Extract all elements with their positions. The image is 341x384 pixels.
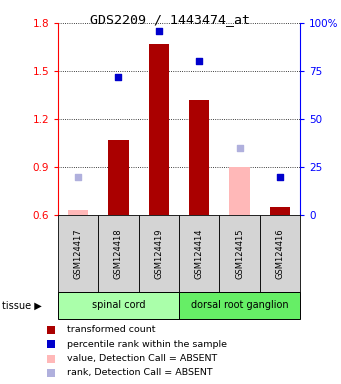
Point	[75, 174, 81, 180]
Text: tissue ▶: tissue ▶	[2, 300, 42, 310]
Text: GSM124416: GSM124416	[276, 228, 284, 279]
Point	[196, 58, 202, 65]
Text: value, Detection Call = ABSENT: value, Detection Call = ABSENT	[67, 354, 217, 363]
Bar	[98, 215, 139, 292]
Bar	[149, 44, 169, 215]
Text: percentile rank within the sample: percentile rank within the sample	[67, 340, 227, 349]
Text: rank, Detection Call = ABSENT: rank, Detection Call = ABSENT	[67, 369, 212, 377]
Text: GSM124414: GSM124414	[195, 228, 204, 279]
Text: spinal cord: spinal cord	[92, 300, 145, 310]
Point	[237, 145, 242, 151]
Text: GDS2209 / 1443474_at: GDS2209 / 1443474_at	[90, 13, 251, 26]
Point	[156, 28, 162, 34]
Bar	[179, 292, 300, 319]
Bar	[179, 215, 219, 292]
Bar	[219, 215, 260, 292]
Text: GSM124419: GSM124419	[154, 228, 163, 279]
Bar	[260, 215, 300, 292]
Text: transformed count: transformed count	[67, 325, 155, 334]
Text: GSM124418: GSM124418	[114, 228, 123, 279]
Bar	[58, 292, 179, 319]
Point	[116, 74, 121, 80]
Bar	[270, 207, 290, 215]
Bar	[139, 215, 179, 292]
Text: GSM124417: GSM124417	[74, 228, 83, 279]
Bar	[58, 215, 98, 292]
Bar	[189, 100, 209, 215]
Text: dorsal root ganglion: dorsal root ganglion	[191, 300, 288, 310]
Text: GSM124415: GSM124415	[235, 228, 244, 279]
Bar	[229, 167, 250, 215]
Bar	[108, 140, 129, 215]
Bar	[68, 210, 88, 215]
Point	[277, 174, 283, 180]
